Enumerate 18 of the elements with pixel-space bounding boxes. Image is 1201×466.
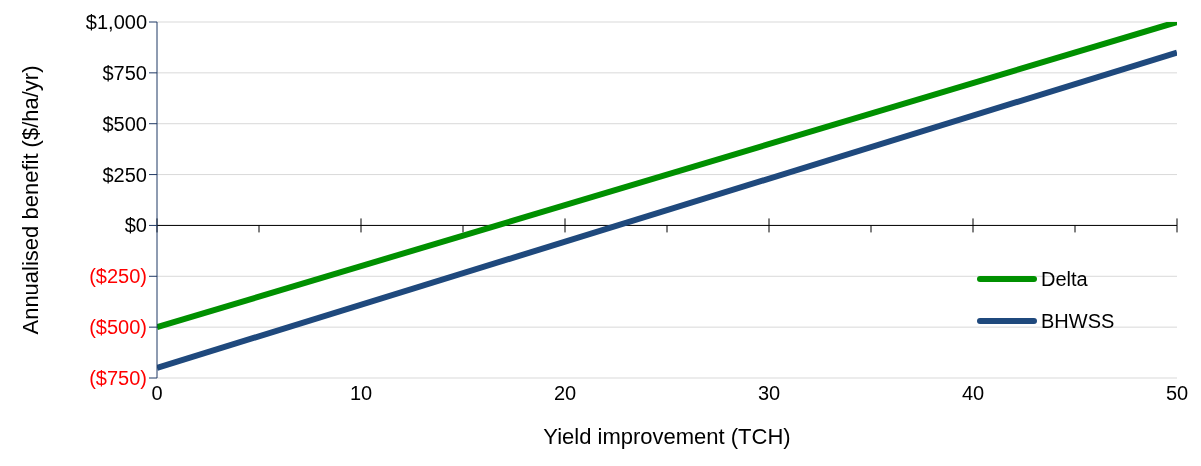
y-tick-label: ($250) [89, 265, 147, 288]
x-tick-label: 50 [1165, 382, 1189, 405]
x-tick-label: 20 [553, 382, 577, 405]
x-axis-title: Yield improvement (TCH) [543, 424, 791, 449]
legend-label: BHWSS [1041, 309, 1115, 333]
x-tick-label: 40 [961, 382, 985, 405]
legend-label: Delta [1041, 267, 1088, 291]
x-tick-label: 10 [349, 382, 373, 405]
y-tick-label: $1,000 [85, 11, 147, 33]
y-tick-label: $0 [124, 214, 147, 237]
x-tick-label: 0 [151, 382, 163, 405]
y-tick-label: $500 [102, 112, 147, 135]
y-tick-label: $750 [102, 61, 147, 84]
y-tick-label: $250 [102, 163, 147, 186]
y-tick-label: ($500) [89, 316, 147, 339]
x-tick-label: 30 [757, 382, 781, 405]
y-tick-label: ($750) [89, 367, 147, 389]
y-axis-title: Annualised benefit ($/ha/yr) [17, 65, 43, 335]
